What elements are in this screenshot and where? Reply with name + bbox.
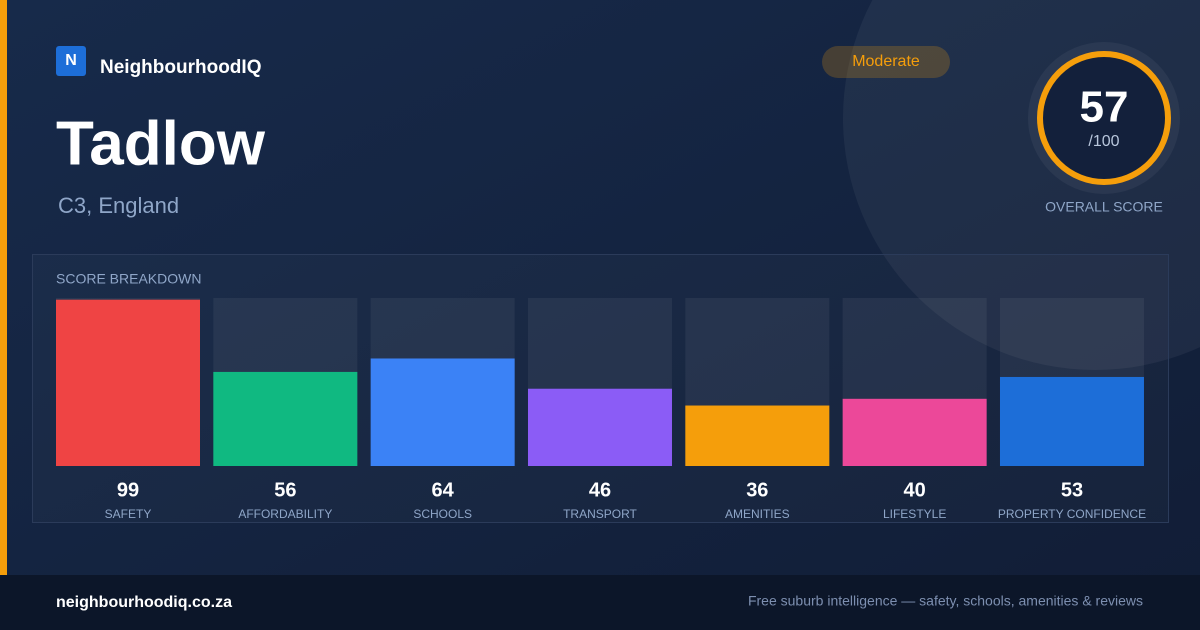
category-label: TRANSPORT xyxy=(563,507,637,521)
value-label: 40 xyxy=(904,479,926,501)
breakdown-title: SCORE BREAKDOWN xyxy=(56,271,201,287)
bar xyxy=(56,299,200,466)
value-label: 53 xyxy=(1061,479,1083,501)
overall-out-of: /100 xyxy=(1088,133,1119,150)
category-label: SAFETY xyxy=(105,507,152,521)
value-label: 64 xyxy=(432,479,455,501)
footer-tagline: Free suburb intelligence — safety, schoo… xyxy=(748,593,1143,609)
value-label: 56 xyxy=(274,479,296,501)
accent-stripe xyxy=(0,0,7,575)
category-label: AMENITIES xyxy=(725,507,790,521)
value-label: 99 xyxy=(117,479,139,501)
footer xyxy=(0,575,1200,630)
bar xyxy=(842,398,987,466)
footer-domain: neighbourhoodiq.co.za xyxy=(56,594,232,611)
score-ring xyxy=(1037,51,1171,185)
category-label: AFFORDABILITY xyxy=(238,507,332,521)
bar xyxy=(370,358,515,466)
bar xyxy=(213,371,358,466)
brand-initial: N xyxy=(65,52,77,69)
breakdown-panel xyxy=(32,254,1169,523)
value-label: 46 xyxy=(589,479,611,501)
bar xyxy=(527,388,672,466)
rating-badge-text: Moderate xyxy=(852,53,920,70)
category-label: SCHOOLS xyxy=(413,507,472,521)
category-label: PROPERTY CONFIDENCE xyxy=(998,507,1146,521)
category-label: LIFESTYLE xyxy=(883,507,946,521)
place-location: C3, England xyxy=(58,193,179,218)
brand-logo xyxy=(56,46,86,76)
value-label: 36 xyxy=(746,479,768,501)
place-name: Tadlow xyxy=(56,109,266,178)
rating-badge xyxy=(822,46,950,78)
overall-score: 57 xyxy=(1080,83,1129,132)
bar xyxy=(685,405,830,466)
brand-name: NeighbourhoodIQ xyxy=(100,57,261,78)
overall-label: OVERALL SCORE xyxy=(1045,199,1163,215)
bar xyxy=(999,376,1144,466)
